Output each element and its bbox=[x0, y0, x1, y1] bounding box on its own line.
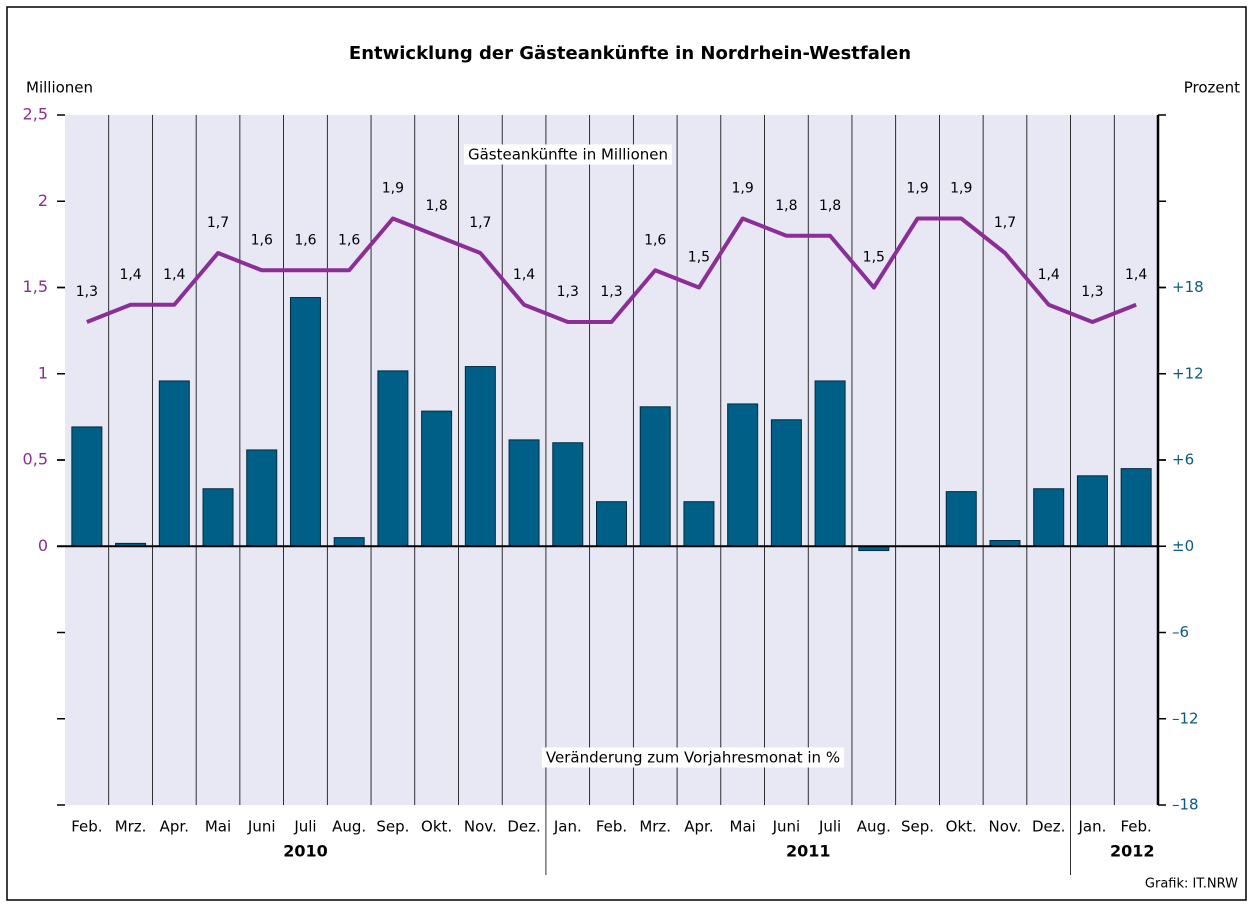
data-label: 1,3 bbox=[1081, 284, 1103, 300]
bar bbox=[1033, 488, 1065, 547]
x-tick-label: Nov. bbox=[464, 818, 497, 836]
x-tick-label: Okt. bbox=[421, 818, 452, 836]
bar bbox=[421, 410, 453, 547]
x-tick-label: Dez. bbox=[507, 818, 540, 836]
y2-tick-label: +18 bbox=[1172, 278, 1204, 296]
x-tick-label: Feb. bbox=[596, 818, 627, 836]
bar bbox=[333, 537, 365, 547]
x-tick-label: Sep. bbox=[376, 818, 409, 836]
source: Grafik: IT.NRW bbox=[1145, 877, 1238, 892]
data-label: 1,4 bbox=[1038, 267, 1060, 283]
bar bbox=[683, 501, 715, 547]
data-label: 1,3 bbox=[600, 284, 622, 300]
data-label: 1,4 bbox=[119, 267, 141, 283]
data-label: 1,6 bbox=[644, 232, 666, 248]
data-label: 1,9 bbox=[950, 181, 972, 197]
data-label: 1,6 bbox=[294, 232, 316, 248]
bar bbox=[814, 380, 846, 547]
bar bbox=[289, 297, 321, 547]
x-tick-label: Dez. bbox=[1032, 818, 1065, 836]
y2-axis-label: Prozent bbox=[1184, 79, 1240, 97]
bar bbox=[945, 491, 977, 547]
bar bbox=[246, 449, 278, 547]
x-tick-label: Apr. bbox=[160, 818, 189, 836]
data-label: 1,6 bbox=[338, 232, 360, 248]
x-tick-label: Sep. bbox=[901, 818, 934, 836]
y2-tick-label: +6 bbox=[1172, 451, 1194, 469]
x-tick-label: Feb. bbox=[71, 818, 102, 836]
data-label: 1,8 bbox=[775, 198, 797, 214]
data-label: 1,9 bbox=[906, 181, 928, 197]
x-tick-label: Okt. bbox=[946, 818, 977, 836]
data-label: 1,3 bbox=[76, 284, 98, 300]
x-tick-label: Mai bbox=[730, 818, 756, 836]
y-tick-label: 2,5 bbox=[23, 105, 48, 124]
bar bbox=[1076, 475, 1108, 547]
x-tick-label: Juni bbox=[772, 818, 801, 836]
year-label: 2010 bbox=[283, 842, 328, 861]
bar bbox=[508, 439, 540, 547]
x-tick-label: Mai bbox=[205, 818, 231, 836]
x-tick-label: Mrz. bbox=[115, 818, 147, 836]
data-label: 1,9 bbox=[732, 181, 754, 197]
bar bbox=[1120, 468, 1152, 547]
series-label-bg bbox=[541, 747, 845, 768]
data-label: 1,7 bbox=[469, 215, 491, 231]
y-tick-label: 1 bbox=[38, 363, 48, 382]
y-tick-label: 0,5 bbox=[23, 450, 48, 469]
x-tick-label: Juli bbox=[818, 818, 841, 836]
series-label: Gästeankünfte in Millionen bbox=[468, 146, 668, 164]
data-label: 1,4 bbox=[163, 267, 185, 283]
y-axis-label: Millionen bbox=[26, 79, 93, 97]
data-label: 1,7 bbox=[994, 215, 1016, 231]
x-tick-label: Apr. bbox=[684, 818, 713, 836]
bar bbox=[727, 403, 759, 547]
data-label: 1,8 bbox=[819, 198, 841, 214]
data-label: 1,7 bbox=[207, 215, 229, 231]
bar bbox=[202, 488, 234, 547]
data-label: 1,4 bbox=[1125, 267, 1147, 283]
y-tick-label: 1,5 bbox=[23, 277, 48, 296]
y-tick-label: 0 bbox=[38, 536, 48, 555]
data-label: 1,5 bbox=[863, 250, 885, 266]
y2-tick-label: –6 bbox=[1172, 623, 1189, 641]
data-label: 1,5 bbox=[688, 250, 710, 266]
data-label: 1,4 bbox=[513, 267, 535, 283]
y-tick-label: 2 bbox=[38, 191, 48, 210]
bar bbox=[71, 426, 103, 547]
y2-tick-label: –18 bbox=[1172, 796, 1199, 814]
year-label: 2012 bbox=[1110, 842, 1155, 861]
bar bbox=[464, 366, 496, 547]
year-label: 2011 bbox=[786, 842, 831, 861]
bar bbox=[596, 501, 627, 547]
x-tick-label: Juni bbox=[247, 818, 276, 836]
x-tick-label: Juli bbox=[293, 818, 316, 836]
x-tick-label: Jan. bbox=[1077, 818, 1106, 836]
chart-title: Entwicklung der Gästeankünfte in Nordrhe… bbox=[349, 43, 911, 64]
x-tick-label: Jan. bbox=[553, 818, 582, 836]
series-label-bg bbox=[463, 144, 673, 165]
series-label: Veränderung zum Vorjahresmonat in % bbox=[546, 749, 840, 767]
y2-tick-label: ±0 bbox=[1172, 537, 1194, 555]
bar bbox=[639, 406, 671, 547]
data-label: 1,9 bbox=[382, 181, 404, 197]
data-label: 1,8 bbox=[425, 198, 447, 214]
x-tick-label: Aug. bbox=[857, 818, 891, 836]
bar bbox=[158, 380, 190, 547]
bar bbox=[552, 442, 584, 547]
bar bbox=[770, 419, 802, 547]
bar bbox=[377, 370, 409, 547]
x-tick-label: Nov. bbox=[989, 818, 1022, 836]
data-label: 1,6 bbox=[251, 232, 273, 248]
x-tick-label: Aug. bbox=[332, 818, 366, 836]
line bbox=[86, 216, 1137, 324]
y2-tick-label: –12 bbox=[1172, 709, 1199, 727]
x-tick-label: Feb. bbox=[1120, 818, 1151, 836]
x-tick-label: Mrz. bbox=[639, 818, 671, 836]
y2-tick-label: +12 bbox=[1172, 364, 1204, 382]
data-label: 1,3 bbox=[557, 284, 579, 300]
